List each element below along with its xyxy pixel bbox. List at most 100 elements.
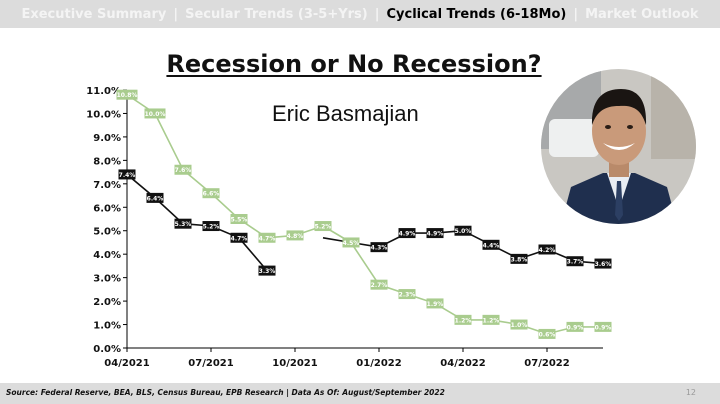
nav-tab-executive-summary[interactable]: Executive Summary <box>21 6 167 22</box>
nav-separator: | <box>173 6 179 22</box>
y-tick-label: 8.0% <box>93 156 121 167</box>
x-tick-label: 07/2021 <box>188 358 233 369</box>
series-1-point-13 <box>482 239 500 250</box>
y-tick-label: 9.0% <box>93 133 121 144</box>
series-0-point-12 <box>454 314 472 325</box>
series-0-label-15: 0.6% <box>539 331 556 338</box>
series-0-label-8: 4.5% <box>343 240 360 247</box>
top-navigation: Executive Summary | Secular Trends (3-5+Yr… <box>0 0 720 28</box>
y-tick-label: 0.0% <box>93 344 121 355</box>
series-0-point-0 <box>116 89 138 100</box>
series-0-label-5: 4.7% <box>259 235 276 242</box>
series-0-line <box>126 94 603 335</box>
series-0-label-0: 10.8% <box>117 92 138 99</box>
series-0-label-4: 5.5% <box>231 217 248 224</box>
series-1-label-15: 4.2% <box>539 247 556 254</box>
footer-bar: Source: Federal Reserve, BEA, BLS, Censu… <box>0 383 720 404</box>
series-1-label-4: 4.7% <box>231 235 248 242</box>
series-1-label-16: 3.7% <box>567 259 584 266</box>
series-0-point-8 <box>342 237 360 248</box>
series-1-label-13: 4.4% <box>483 242 500 249</box>
series-1-point-2 <box>174 218 192 229</box>
series-0-label-11: 1.9% <box>427 301 444 308</box>
chart: 0.0% 1.0% 2.0% 3.0% 4.0% 5.0% 6.0% 7.0% 8.0% 9.0%… <box>86 86 612 369</box>
y-tick-label: 1.0% <box>93 321 121 332</box>
series-0-label-10: 2.3% <box>399 292 416 299</box>
series-0-point-10 <box>398 289 416 300</box>
y-tick-label: 5.0% <box>93 227 121 238</box>
series-1-point-0 <box>118 169 136 180</box>
series-0-point-11 <box>426 298 444 309</box>
series-0-label-6: 4.8% <box>287 233 304 240</box>
series-0-point-4 <box>230 214 248 224</box>
x-tick-label: 10/2021 <box>272 358 317 369</box>
series-0-point-7 <box>314 221 332 232</box>
y-tick-label: 7.0% <box>93 180 121 191</box>
series-1-label-17: 3.6% <box>595 261 612 268</box>
nav-tab-secular-trends-3-5-yrs[interactable]: Secular Trends (3-5+Yrs) <box>185 6 368 22</box>
series-0-label-9: 2.7% <box>371 282 388 289</box>
series-1-point-9 <box>370 242 388 253</box>
series-0-label-3: 6.6% <box>203 191 220 198</box>
x-tick-label: 07/2022 <box>524 358 569 369</box>
series-1-point-16 <box>566 256 584 267</box>
series-1-label-10: 4.9% <box>399 231 416 238</box>
y-tick-label: 3.0% <box>93 274 121 285</box>
y-tick-label: 4.0% <box>93 250 121 261</box>
series-0-point-14 <box>510 319 528 330</box>
series-1-label-1: 6.4% <box>147 195 164 202</box>
author-photo <box>541 69 696 224</box>
nav-tab-cyclical-trends-6-18mo[interactable]: Cyclical Trends (6-18Mo) <box>386 6 567 22</box>
series-1-point-3 <box>202 221 220 232</box>
series-0-label-12: 1.2% <box>455 317 472 324</box>
author-name: Eric Basmajian <box>272 101 419 126</box>
nav-separator: | <box>573 6 579 22</box>
series-0-label-7: 5.2% <box>315 224 332 231</box>
series-1-label-0: 7.4% <box>119 172 136 179</box>
series-1-label-2: 5.3% <box>175 221 192 228</box>
y-tick-label: 10.0% <box>86 109 121 120</box>
series-0-point-15 <box>538 328 556 339</box>
series-0-label-13: 1.2% <box>483 317 500 324</box>
series-0-label-16: 0.9% <box>567 324 584 331</box>
nav-separator: | <box>374 6 380 22</box>
series-0-point-6 <box>286 230 304 241</box>
series-0-point-9 <box>370 279 388 290</box>
series-0-label-17: 0.9% <box>595 324 612 331</box>
y-tick-label: 11.0% <box>86 86 121 97</box>
series-1-point-4 <box>230 232 248 243</box>
series-0-point-5 <box>258 232 276 243</box>
x-tick-label: 01/2022 <box>356 358 401 369</box>
series-1-point-10 <box>398 228 416 239</box>
series-0-point-16 <box>566 321 584 332</box>
source-note: Source: Federal Reserve, BEA, BLS, Censu… <box>6 388 445 397</box>
series-1-point-14 <box>510 253 528 264</box>
series-1-point-17 <box>594 258 612 269</box>
series-0-point-3 <box>202 188 220 199</box>
series-1-point-5 <box>258 265 276 276</box>
x-tick-label: 04/2021 <box>104 358 149 369</box>
series-0-point-1 <box>144 108 166 119</box>
series-1-label-5: 3.3% <box>259 268 276 275</box>
series-1-label-11: 4.9% <box>427 231 444 238</box>
series-1-label-14: 3.8% <box>511 256 528 263</box>
x-tick-label: 04/2022 <box>440 358 485 369</box>
series-1-point-12 <box>454 225 472 236</box>
series-0-label-14: 1.0% <box>511 322 528 329</box>
series-1-label-3: 5.2% <box>203 224 220 231</box>
series-0-point-17 <box>594 321 612 332</box>
y-tick-label: 2.0% <box>93 297 121 308</box>
series-0-label-1: 10.0% <box>145 111 166 118</box>
page-number: 12 <box>685 388 696 397</box>
series-1-point-1 <box>146 192 164 203</box>
series-1-label-9: 4.3% <box>371 245 388 252</box>
series-1-point-15 <box>538 244 556 255</box>
page-title: Recession or No Recession? <box>166 50 542 78</box>
series-0-point-2 <box>174 164 192 175</box>
series-0-label-2: 7.6% <box>175 167 192 174</box>
series-0-point-13 <box>482 314 500 325</box>
y-tick-label: 6.0% <box>93 203 121 214</box>
series-1-label-12: 5.0% <box>455 228 472 235</box>
series-1-point-11 <box>426 228 444 239</box>
nav-tab-market-outlook[interactable]: Market Outlook <box>585 6 699 22</box>
